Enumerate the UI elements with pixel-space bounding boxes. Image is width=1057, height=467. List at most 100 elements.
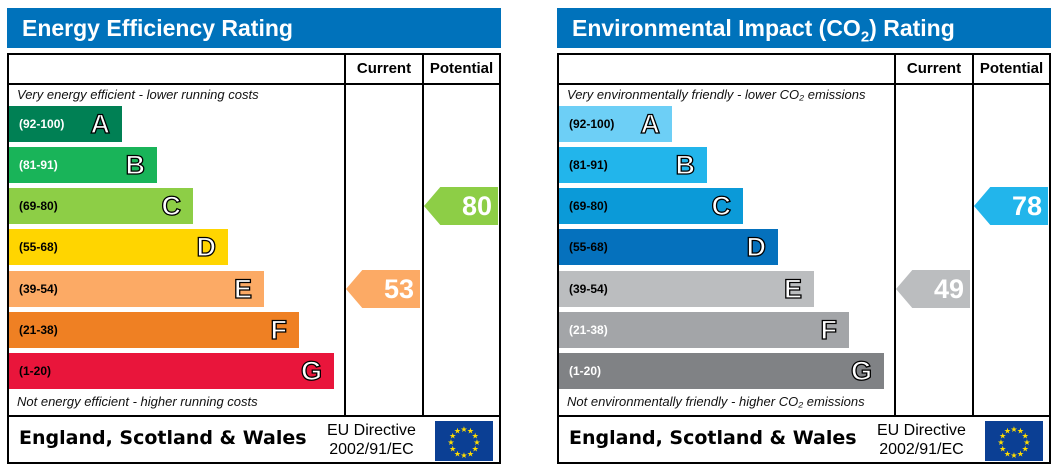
column-divider — [344, 55, 346, 415]
title-subscript: 2 — [860, 28, 870, 46]
band-bar-a: (92-100) A — [9, 106, 122, 142]
bottom-note: Not energy efficient - higher running co… — [17, 394, 258, 409]
rating-table: Current Potential Very energy efficient - … — [7, 53, 501, 464]
band-range: (1-20) — [569, 364, 602, 378]
band-letter: A — [640, 108, 661, 139]
svg-text:★: ★ — [472, 432, 479, 441]
title-text: Environmental Impact (CO — [572, 15, 861, 41]
svg-text:★: ★ — [1004, 427, 1011, 436]
rating-table: Current Potential Very environmentally fri… — [557, 53, 1051, 464]
band-letter: E — [233, 273, 252, 304]
svg-text:★: ★ — [449, 432, 456, 441]
column-header-potential: Potential — [979, 60, 1044, 77]
column-header-current: Current — [356, 60, 412, 77]
band-bar-e: (39-54) E — [559, 271, 814, 307]
band-range: (92-100) — [19, 117, 65, 131]
band-letter: E — [783, 273, 802, 304]
svg-text:★: ★ — [999, 445, 1006, 454]
band-range: (92-100) — [569, 117, 615, 131]
band-letter: C — [711, 190, 732, 221]
band-letter: D — [746, 231, 767, 262]
eu-flag-icon: ★ ★ ★ ★ ★ ★ ★ ★ ★ ★ ★ ★ — [985, 421, 1043, 461]
band-range: (55-68) — [569, 240, 608, 254]
top-note: Very energy efficient - lower running co… — [17, 87, 259, 102]
column-header-potential: Potential — [429, 60, 494, 77]
band-bar-g: (1-20) G — [559, 353, 884, 389]
svg-text:★: ★ — [1022, 432, 1029, 441]
svg-text:★: ★ — [467, 427, 474, 436]
directive-line2: 2002/91/EC — [879, 441, 964, 458]
bottom-note: Not environmentally friendly - higher CO… — [567, 394, 865, 409]
band-range: (21-38) — [19, 323, 58, 337]
band-bar-g: (1-20) G — [9, 353, 334, 389]
band-range: (39-54) — [569, 282, 608, 296]
band-bar-b: (81-91) B — [9, 147, 157, 183]
band-bar-d: (55-68) D — [559, 229, 778, 265]
band-letter: F — [270, 314, 288, 345]
row-divider — [9, 83, 499, 85]
svg-text:★: ★ — [460, 451, 467, 460]
band-range: (21-38) — [569, 323, 608, 337]
title-text: Energy Efficiency Rating — [22, 15, 293, 41]
svg-text:★: ★ — [1017, 449, 1024, 458]
row-divider — [559, 415, 1049, 417]
rating-panel: Energy Efficiency Rating Current Potential… — [7, 0, 501, 467]
svg-text:★: ★ — [467, 449, 474, 458]
svg-text:★: ★ — [1022, 445, 1029, 454]
eu-directive: EU Directive 2002/91/EC — [877, 421, 966, 459]
band-bar-f: (21-38) F — [559, 312, 849, 348]
directive-line1: EU Directive — [327, 422, 416, 439]
current-rating-arrow: 49 — [896, 270, 970, 308]
band-letter: F — [820, 314, 838, 345]
title-end: ) Rating — [869, 15, 955, 41]
svg-text:★: ★ — [449, 445, 456, 454]
svg-text:★: ★ — [1010, 451, 1017, 460]
svg-text:★: ★ — [454, 427, 461, 436]
svg-text:★: ★ — [1023, 438, 1030, 447]
rating-panel: Environmental Impact (CO2) Rating Current… — [557, 0, 1051, 467]
row-divider — [9, 415, 499, 417]
band-range: (81-91) — [19, 158, 58, 172]
band-bar-d: (55-68) D — [9, 229, 228, 265]
svg-text:★: ★ — [1004, 449, 1011, 458]
potential-rating-arrow: 78 — [974, 187, 1048, 225]
band-range: (69-80) — [19, 199, 58, 213]
footer: England, Scotland & Wales EU Directive 200… — [559, 417, 1049, 462]
chart-title: Environmental Impact (CO2) Rating — [557, 8, 1051, 48]
eu-directive: EU Directive 2002/91/EC — [327, 421, 416, 459]
svg-text:★: ★ — [1010, 425, 1017, 434]
column-divider — [422, 55, 424, 415]
band-letter: B — [125, 149, 146, 180]
svg-text:★: ★ — [472, 445, 479, 454]
band-range: (39-54) — [19, 282, 58, 296]
band-bar-c: (69-80) C — [9, 188, 193, 224]
region-label: England, Scotland & Wales — [19, 427, 307, 449]
footer: England, Scotland & Wales EU Directive 200… — [9, 417, 499, 462]
svg-text:★: ★ — [999, 432, 1006, 441]
column-divider — [972, 55, 974, 415]
svg-text:★: ★ — [460, 425, 467, 434]
band-letter: G — [300, 355, 322, 386]
top-note: Very environmentally friendly - lower CO… — [567, 87, 866, 102]
directive-line2: 2002/91/EC — [329, 441, 414, 458]
band-range: (55-68) — [19, 240, 58, 254]
band-bar-b: (81-91) B — [559, 147, 707, 183]
band-bar-f: (21-38) F — [9, 312, 299, 348]
directive-line1: EU Directive — [877, 422, 966, 439]
band-letter: D — [196, 231, 217, 262]
band-bar-a: (92-100) A — [559, 106, 672, 142]
svg-text:★: ★ — [473, 438, 480, 447]
region-label: England, Scotland & Wales — [569, 427, 857, 449]
svg-text:★: ★ — [447, 438, 454, 447]
band-letter: G — [850, 355, 872, 386]
current-rating-arrow: 53 — [346, 270, 420, 308]
band-bar-e: (39-54) E — [9, 271, 264, 307]
potential-rating-arrow: 80 — [424, 187, 498, 225]
eu-flag-icon: ★ ★ ★ ★ ★ ★ ★ ★ ★ ★ ★ ★ — [435, 421, 493, 461]
band-range: (1-20) — [19, 364, 52, 378]
column-divider — [894, 55, 896, 415]
column-header-current: Current — [906, 60, 962, 77]
band-range: (81-91) — [569, 158, 608, 172]
band-letter: C — [161, 190, 182, 221]
